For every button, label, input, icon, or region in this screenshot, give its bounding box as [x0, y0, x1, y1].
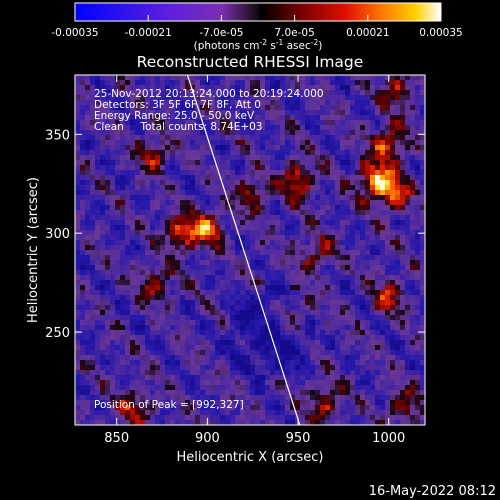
peak-position: Position of Peak = [992,327] [94, 399, 244, 411]
heatmap [75, 75, 425, 425]
info-block: 25-Nov-2012 20:13:24.000 to 20:19:24.000… [94, 88, 324, 411]
y-axis-label: Heliocentric Y (arcsec) [26, 177, 41, 323]
x-axis: 850 900 950 1000 [104, 75, 405, 446]
timestamp: 16-May-2022 08:12 [369, 484, 496, 499]
limb-line [186, 75, 301, 425]
plot-frame [74, 74, 426, 426]
colorbar: -0.00035 -0.00021 -7.0e-05 7.0e-05 0.00021 0.… [51, 2, 463, 52]
plot-title: Reconstructed RHESSI Image [137, 53, 364, 71]
colorbar-tick-label: 0.00035 [419, 27, 462, 39]
x-tick-label: 950 [286, 431, 311, 446]
info-line-counts: Clean Total counts: 8.74E+03 [94, 121, 263, 133]
y-tick-label: 250 [45, 326, 70, 341]
colorbar-units: (photons cm-2 s-1 asec-2) [194, 38, 323, 52]
colorbar-tick-label: 7.0e-05 [274, 27, 314, 39]
info-line-detectors: Detectors: 3F 5F 6F 7F 8F, Att 0 [94, 99, 261, 111]
colorbar-gradient [74, 2, 442, 22]
colorbar-ticks: -0.00035 -0.00021 -7.0e-05 7.0e-05 0.00021 0.… [51, 15, 463, 39]
colorbar-tick-label: -0.00021 [125, 27, 172, 39]
colorbar-tick-label: -0.00035 [51, 27, 98, 39]
x-tick-label: 1000 [372, 431, 405, 446]
x-tick-label: 900 [195, 431, 220, 446]
colorbar-tick-label: 0.00021 [346, 27, 389, 39]
info-line-energy: Energy Range: 25.0 - 50.0 keV [94, 110, 255, 122]
colorbar-tick-label: -7.0e-05 [199, 27, 243, 39]
y-axis: 250 300 350 [45, 128, 425, 341]
x-tick-label: 850 [104, 431, 129, 446]
x-axis-label: Heliocentric X (arcsec) [177, 450, 324, 465]
y-tick-label: 300 [45, 227, 70, 242]
y-tick-label: 350 [45, 128, 70, 143]
info-line-time: 25-Nov-2012 20:13:24.000 to 20:19:24.000 [94, 88, 324, 100]
